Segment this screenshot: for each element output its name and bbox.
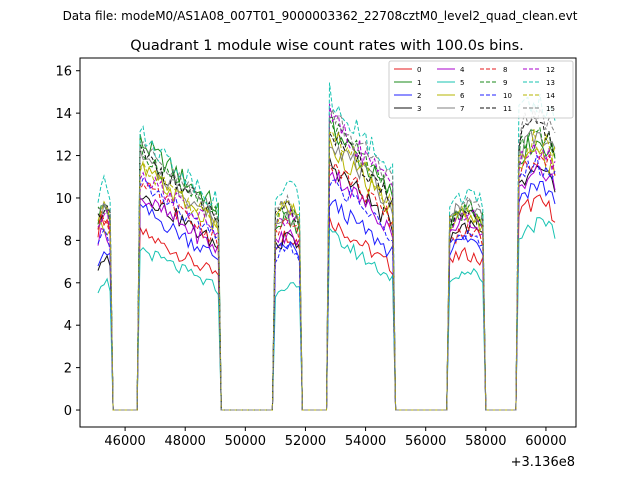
y-tick-label: 2 <box>64 362 72 377</box>
axes-frame <box>79 57 577 428</box>
x-tick-label: 56000 <box>405 434 446 449</box>
chart-title: Quadrant 1 module wise count rates with … <box>130 38 524 54</box>
series-line-13 <box>97 82 556 411</box>
legend-label-10: 10 <box>503 92 512 100</box>
chart-suptitle: Data file: modeM0/AS1A08_007T01_90000033… <box>63 9 578 23</box>
legend-label-2: 2 <box>417 92 421 100</box>
y-tick-label: 16 <box>55 65 72 80</box>
plot-area <box>97 82 556 411</box>
x-tick-label: 46000 <box>104 434 145 449</box>
legend-label-5: 5 <box>460 79 464 87</box>
x-axis: 46000 48000 50000 52000 54000 56000 58000 60000 <box>104 427 567 449</box>
legend-label-4: 4 <box>460 66 465 74</box>
legend-label-7: 7 <box>460 105 464 113</box>
x-tick-label: 60000 <box>525 434 566 449</box>
y-axis: 0 2 4 6 8 10 12 14 16 <box>55 65 80 419</box>
series-line-11 <box>97 115 556 411</box>
x-tick-label: 54000 <box>345 434 386 449</box>
legend-label-13: 13 <box>546 79 555 87</box>
y-tick-label: 0 <box>64 404 72 419</box>
legend-label-0: 0 <box>417 66 421 74</box>
y-tick-label: 10 <box>55 192 72 207</box>
legend-label-14: 14 <box>546 92 555 100</box>
y-tick-label: 12 <box>55 150 72 165</box>
legend-box <box>388 60 574 119</box>
series-line-15 <box>97 106 556 411</box>
legend-label-6: 6 <box>460 92 465 100</box>
y-tick-label: 6 <box>64 277 72 292</box>
legend-label-11: 11 <box>503 105 512 113</box>
legend-label-15: 15 <box>546 105 555 113</box>
x-tick-label: 52000 <box>285 434 326 449</box>
legend-label-9: 9 <box>503 79 507 87</box>
legend-label-8: 8 <box>503 66 507 74</box>
y-tick-label: 14 <box>55 107 72 122</box>
legend-label-1: 1 <box>417 79 421 87</box>
x-offset-label: +3.136e8 <box>511 455 575 470</box>
legend-label-12: 12 <box>546 66 555 74</box>
x-tick-label: 50000 <box>225 434 266 449</box>
x-tick-label: 58000 <box>465 434 506 449</box>
series-line-14 <box>97 129 556 411</box>
legend-label-3: 3 <box>417 105 421 113</box>
x-tick-label: 48000 <box>165 434 206 449</box>
y-tick-label: 8 <box>64 234 72 249</box>
y-tick-label: 4 <box>64 319 72 334</box>
